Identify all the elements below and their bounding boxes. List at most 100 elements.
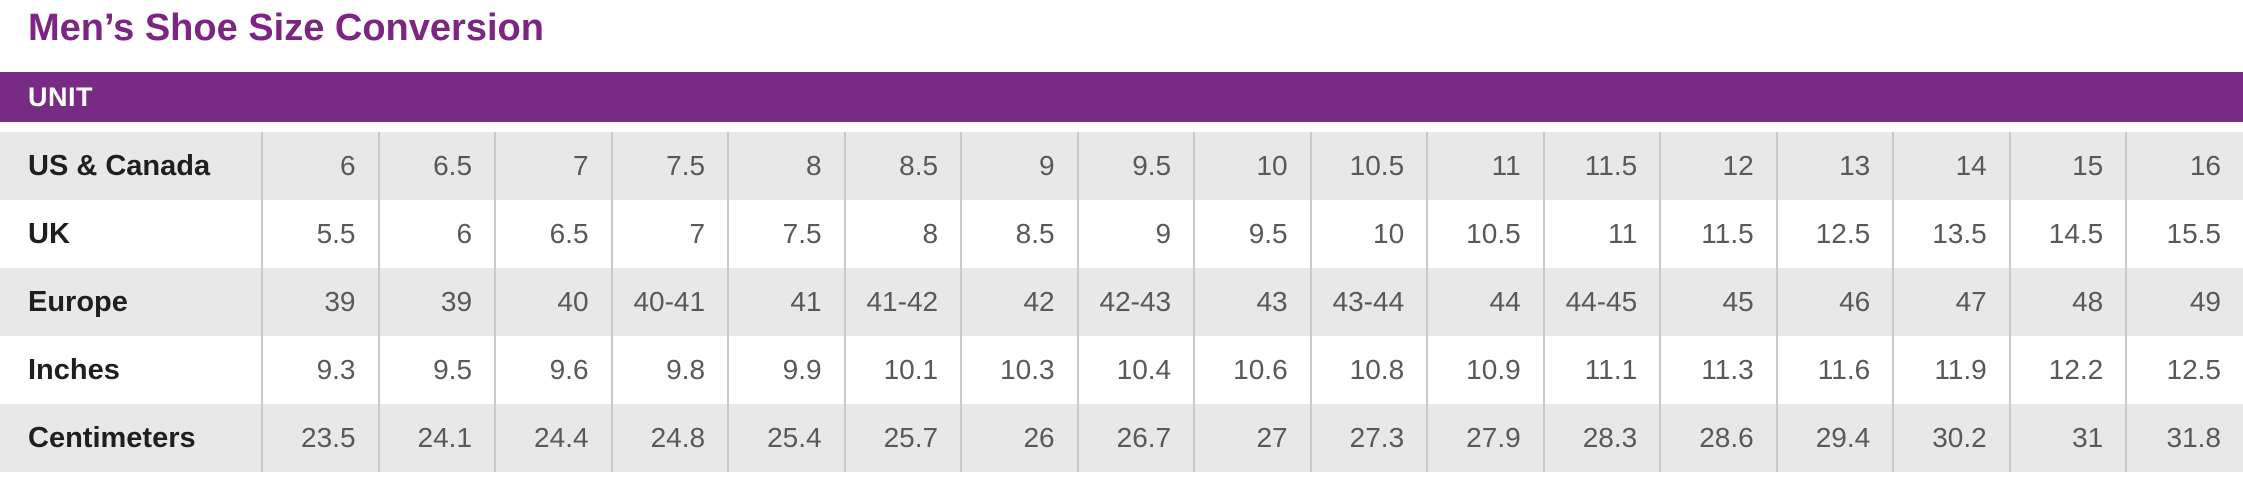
size-cell: 11.5 [1542,132,1661,200]
row-label: Europe [0,268,262,336]
size-cell: 7.5 [610,132,729,200]
size-cell: 9 [960,132,1078,200]
size-cell: 8.5 [960,200,1078,268]
size-cell: 10.1 [843,336,962,404]
size-cell: 6.5 [494,200,612,268]
size-cell: 9.8 [610,336,729,404]
unit-header-bar: UNIT [0,72,2243,122]
size-cell: 6 [377,200,496,268]
size-cell: 15.5 [2125,200,2243,268]
row-label: US & Canada [0,132,262,200]
size-cell: 7 [610,200,729,268]
size-cell: 11.5 [1659,200,1777,268]
size-cell: 12.5 [1775,200,1894,268]
table-row: US & Canada 6 6.5 7 7.5 8 8.5 9 9.5 10 10.5 11 11.5 1… [0,132,2243,200]
size-cell: 42-43 [1076,268,1195,336]
unit-header-label: UNIT [28,81,93,112]
size-cell: 44 [1426,268,1544,336]
size-cell: 41 [727,268,845,336]
size-cell: 14.5 [2008,200,2127,268]
size-cell: 11 [1542,200,1661,268]
shoe-size-conversion-table: US & Canada 6 6.5 7 7.5 8 8.5 9 9.5 10 10.5 11 11.5 1… [0,132,2243,472]
size-cell: 10.5 [1426,200,1544,268]
table-row: UK 5.5 6 6.5 7 7.5 8 8.5 9 9.5 10 10.5 11 11.5 12.5 13.… [0,200,2243,268]
size-cell: 30.2 [1892,404,2010,472]
size-cell: 44-45 [1542,268,1661,336]
size-cell: 11.1 [1542,336,1661,404]
size-cell: 39 [377,268,496,336]
size-cell: 10.9 [1426,336,1544,404]
table-body: US & Canada 6 6.5 7 7.5 8 8.5 9 9.5 10 10.5 11 11.5 1… [0,132,2243,472]
size-cell: 8 [727,132,845,200]
size-cell: 27 [1193,404,1311,472]
size-cell: 7 [494,132,612,200]
table-row: Centimeters 23.5 24.1 24.4 24.8 25.4 25.7 26 26.… [0,404,2243,472]
size-cell: 31 [2008,404,2127,472]
size-cell: 27.9 [1426,404,1544,472]
size-cell: 49 [2125,268,2243,336]
size-cell: 11.3 [1659,336,1777,404]
size-cell: 15 [2008,132,2127,200]
size-cell: 40-41 [610,268,729,336]
size-cell: 12.5 [2125,336,2243,404]
size-cell: 25.7 [843,404,962,472]
row-label: UK [0,200,262,268]
size-cell: 39 [261,268,379,336]
size-cell: 9 [1076,200,1195,268]
size-cell: 9.3 [261,336,379,404]
size-cell: 5.5 [261,200,379,268]
size-cell: 6 [261,132,379,200]
size-cell: 46 [1775,268,1894,336]
size-cell: 11 [1426,132,1544,200]
size-cell: 13 [1775,132,1894,200]
page-title: Men’s Shoe Size Conversion [28,7,544,49]
size-cell: 9.9 [727,336,845,404]
size-cell: 28.3 [1542,404,1661,472]
size-cell: 9.5 [1076,132,1195,200]
size-cell: 9.6 [494,336,612,404]
size-cell: 41-42 [843,268,962,336]
size-cell: 14 [1892,132,2010,200]
size-cell: 27.3 [1309,404,1428,472]
row-label: Centimeters [0,404,262,472]
size-cell: 10 [1309,200,1428,268]
size-cell: 11.6 [1775,336,1894,404]
size-cell: 7.5 [727,200,845,268]
size-cell: 47 [1892,268,2010,336]
size-cell: 9.5 [1193,200,1311,268]
size-cell: 12 [1659,132,1777,200]
size-cell: 9.5 [377,336,496,404]
size-cell: 10.5 [1309,132,1428,200]
size-cell: 26 [960,404,1078,472]
size-cell: 23.5 [261,404,379,472]
size-cell: 16 [2125,132,2243,200]
table-row: Europe 39 39 40 40-41 41 41-42 42 42-43 43 43-44 44… [0,268,2243,336]
size-cell: 12.2 [2008,336,2127,404]
size-cell: 48 [2008,268,2127,336]
size-cell: 10.6 [1193,336,1311,404]
size-cell: 11.9 [1892,336,2010,404]
size-cell: 45 [1659,268,1777,336]
size-cell: 10.3 [960,336,1078,404]
size-cell: 43-44 [1309,268,1428,336]
size-cell: 10.4 [1076,336,1195,404]
size-cell: 13.5 [1892,200,2010,268]
size-cell: 31.8 [2125,404,2243,472]
size-cell: 24.4 [494,404,612,472]
size-cell: 43 [1193,268,1311,336]
size-cell: 24.1 [377,404,496,472]
size-cell: 8 [843,200,962,268]
size-cell: 29.4 [1775,404,1894,472]
size-cell: 24.8 [610,404,729,472]
table-row: Inches 9.3 9.5 9.6 9.8 9.9 10.1 10.3 10.4 10.6 10.… [0,336,2243,404]
size-cell: 6.5 [377,132,496,200]
row-label: Inches [0,336,262,404]
size-cell: 42 [960,268,1078,336]
size-cell: 28.6 [1659,404,1777,472]
size-cell: 26.7 [1076,404,1195,472]
size-cell: 10.8 [1309,336,1428,404]
size-cell: 8.5 [843,132,962,200]
size-cell: 40 [494,268,612,336]
size-cell: 10 [1193,132,1311,200]
size-cell: 25.4 [727,404,845,472]
